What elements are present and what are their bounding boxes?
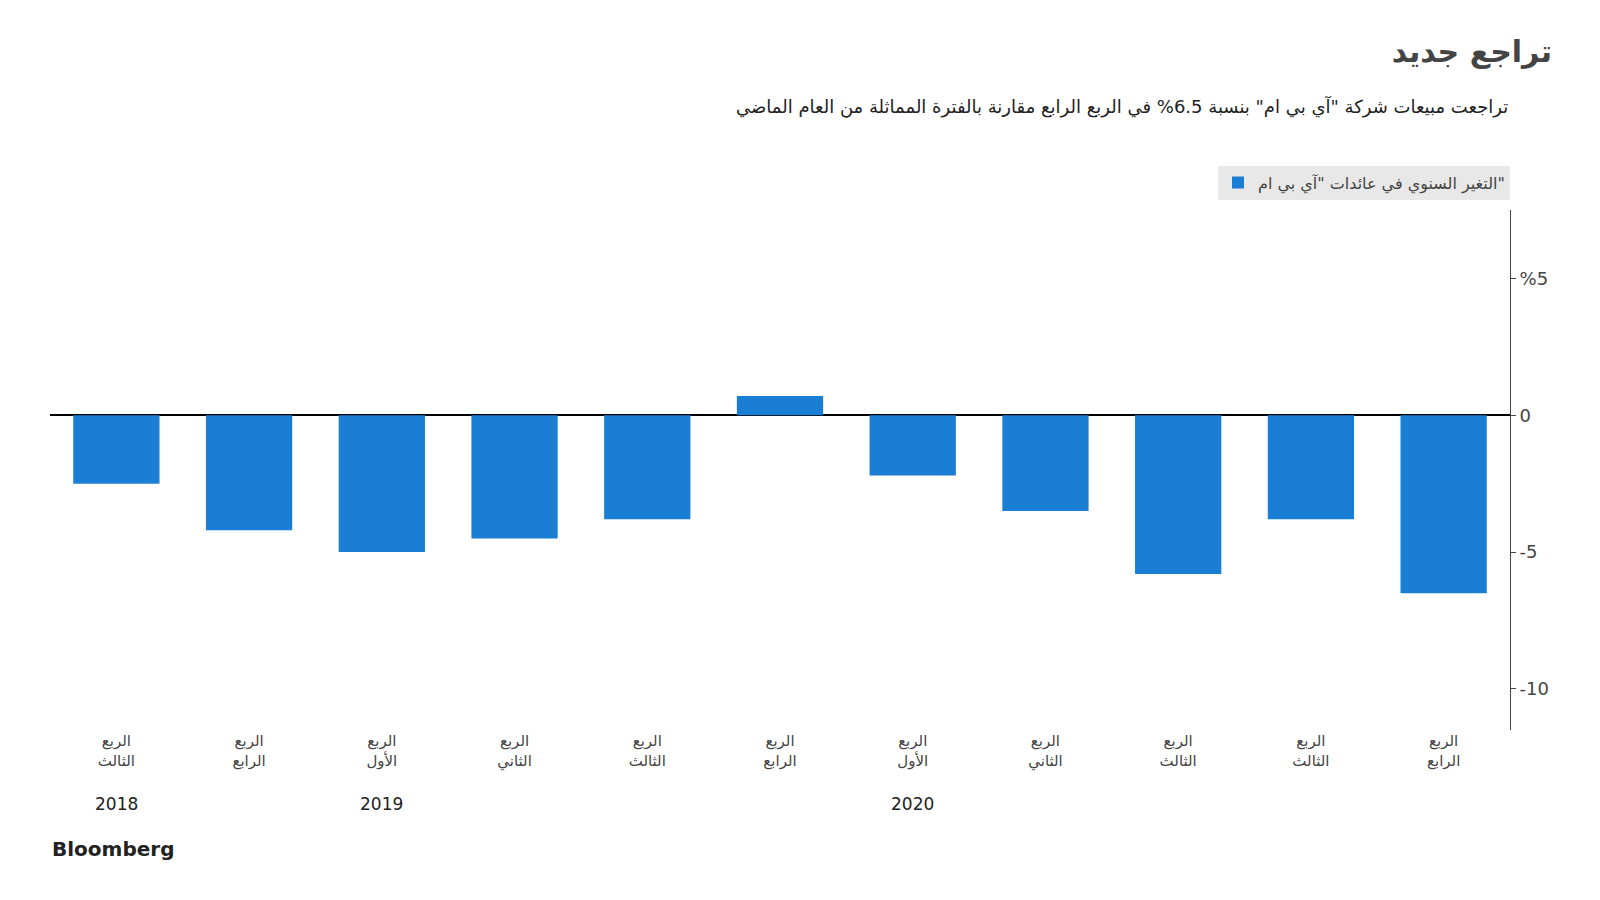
svg-text:2018: 2018 <box>95 794 138 814</box>
svg-text:التغير السنوي في عائدات "آي بي: التغير السنوي في عائدات "آي بي ام" <box>1258 174 1505 194</box>
svg-text:الربعالثالث: الربعالثالث <box>1160 732 1197 770</box>
svg-text:الربعالأول: الربعالأول <box>897 732 928 770</box>
svg-text:الربعالثالث: الربعالثالث <box>629 732 666 770</box>
svg-text:الربعالرابع: الربعالرابع <box>1427 732 1460 770</box>
svg-text:2019: 2019 <box>360 794 403 814</box>
svg-text:الربعالثالث: الربعالثالث <box>1292 732 1329 770</box>
svg-text:الربعالأول: الربعالأول <box>366 732 397 770</box>
svg-text:%5: %5 <box>1520 268 1549 289</box>
svg-text:الربعالثاني: الربعالثاني <box>1028 732 1063 771</box>
svg-text:الربعالثاني: الربعالثاني <box>497 732 532 771</box>
svg-text:0: 0 <box>1520 405 1531 426</box>
svg-text:تراجعت مبيعات شركة "آي بي ام": تراجعت مبيعات شركة "آي بي ام" بنسبة 6.5%… <box>736 95 1508 118</box>
svg-text:الربعالثالث: الربعالثالث <box>98 732 135 770</box>
svg-text:تراجع جديد: تراجع جديد <box>1392 34 1552 69</box>
svg-text:-10: -10 <box>1520 678 1549 699</box>
svg-text:Bloomberg: Bloomberg <box>52 837 174 861</box>
svg-text:الربعالرابع: الربعالرابع <box>232 732 265 770</box>
svg-text:-5: -5 <box>1520 541 1538 562</box>
svg-text:2020: 2020 <box>891 794 934 814</box>
svg-text:الربعالرابع: الربعالرابع <box>763 732 796 770</box>
